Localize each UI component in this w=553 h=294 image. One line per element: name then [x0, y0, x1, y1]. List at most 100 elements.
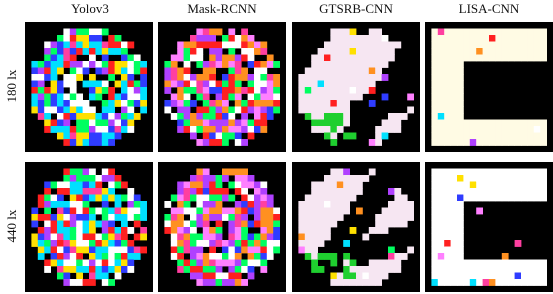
- pixel: [457, 35, 464, 42]
- pixel: [515, 29, 522, 36]
- pixel: [330, 214, 337, 221]
- pixel: [115, 260, 122, 267]
- pixel: [457, 227, 464, 234]
- pixel: [190, 253, 197, 260]
- pixel: [254, 61, 261, 68]
- pixel: [115, 113, 122, 120]
- pixel: [305, 195, 312, 202]
- pixel: [38, 234, 45, 241]
- pixel: [38, 74, 45, 81]
- pixel: [76, 94, 83, 101]
- pixel: [495, 35, 502, 42]
- pixel: [311, 81, 318, 88]
- pixel: [102, 240, 109, 247]
- pixel: [311, 201, 318, 208]
- pixel: [63, 214, 70, 221]
- pixel: [388, 42, 395, 49]
- pixel: [241, 201, 248, 208]
- pixel: [254, 74, 261, 81]
- pixel: [431, 74, 438, 81]
- pixel: [228, 35, 235, 42]
- pixel: [457, 195, 464, 202]
- pixel: [196, 214, 203, 221]
- pixel: [438, 113, 445, 120]
- pixel: [196, 113, 203, 120]
- pixel: [121, 234, 128, 241]
- pixel: [63, 234, 70, 241]
- pixel: [362, 279, 369, 286]
- pixel: [127, 94, 134, 101]
- pixel: [83, 120, 90, 127]
- pixel: [76, 48, 83, 55]
- pixel: [267, 208, 274, 215]
- pixel: [431, 208, 438, 215]
- pixel: [216, 240, 223, 247]
- pixel: [273, 100, 280, 107]
- pixel: [63, 175, 70, 182]
- pixel: [203, 195, 210, 202]
- pixel: [515, 273, 522, 280]
- pixel: [177, 126, 184, 133]
- pixel: [483, 175, 490, 182]
- pixel: [102, 126, 109, 133]
- pixel: [228, 273, 235, 280]
- pixel: [44, 48, 51, 55]
- pixel: [476, 48, 483, 55]
- pixel: [324, 201, 331, 208]
- pixel: [57, 208, 64, 215]
- pixel: [476, 208, 483, 215]
- pixel: [324, 68, 331, 75]
- pixel: [394, 188, 401, 195]
- pixel: [38, 253, 45, 260]
- pixel: [438, 273, 445, 280]
- pixel: [177, 247, 184, 254]
- pixel: [457, 234, 464, 241]
- pixel: [209, 240, 216, 247]
- pixel: [76, 35, 83, 42]
- pixel: [394, 113, 401, 120]
- pixel: [63, 279, 70, 286]
- pixel: [495, 279, 502, 286]
- pixel: [241, 221, 248, 228]
- pixel: [70, 175, 77, 182]
- pixel: [521, 55, 528, 62]
- pixel: [470, 175, 477, 182]
- pixel: [209, 208, 216, 215]
- pixel: [444, 221, 451, 228]
- pixel: [254, 221, 261, 228]
- pixel: [375, 133, 382, 140]
- pixel: [375, 61, 382, 68]
- pixel: [457, 87, 464, 94]
- pixel: [362, 234, 369, 241]
- pixel: [463, 182, 470, 189]
- pixel: [228, 87, 235, 94]
- pixel: [438, 133, 445, 140]
- pixel: [190, 273, 197, 280]
- pixel: [241, 126, 248, 133]
- pixel: [235, 169, 242, 176]
- pixel: [127, 253, 134, 260]
- pixel: [431, 234, 438, 241]
- pixel: [89, 139, 96, 146]
- pixel: [235, 42, 242, 49]
- pixel: [521, 120, 528, 127]
- pixel: [235, 234, 242, 241]
- pixel: [451, 169, 458, 176]
- pixel: [228, 42, 235, 49]
- pixel: [356, 74, 363, 81]
- pixel: [184, 55, 191, 62]
- pixel: [431, 42, 438, 49]
- pixel: [216, 42, 223, 49]
- pixel: [431, 48, 438, 55]
- pixel: [171, 234, 178, 241]
- pixel: [438, 94, 445, 101]
- pixel: [444, 175, 451, 182]
- pixel: [102, 273, 109, 280]
- pixel: [108, 113, 115, 120]
- pixel: [248, 107, 255, 114]
- pixel: [438, 169, 445, 176]
- pixel: [457, 279, 464, 286]
- pixel: [63, 55, 70, 62]
- pixel: [318, 120, 325, 127]
- pixel: [57, 182, 64, 189]
